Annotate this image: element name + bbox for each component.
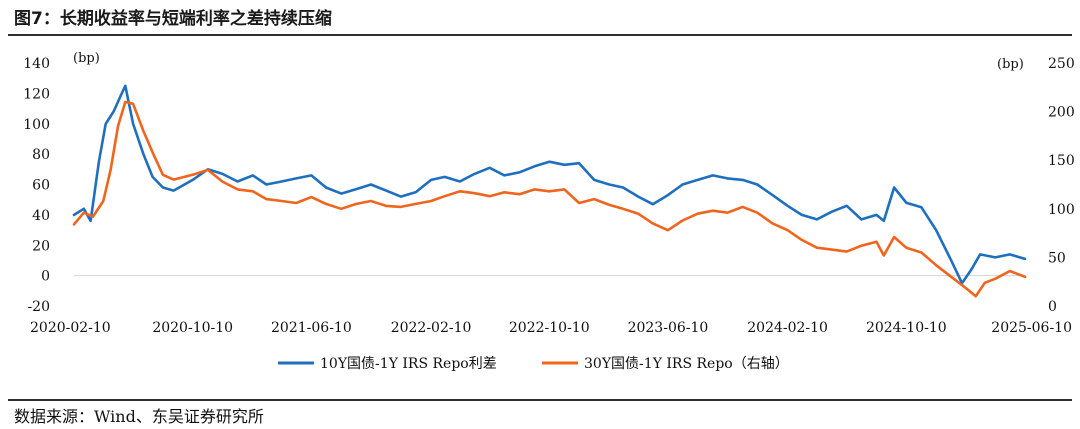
x-tick-label: 2020-10-10 [152,320,233,336]
y-left-unit: (bp) [73,51,100,66]
y-left-tick-label: 100 [23,117,50,133]
legend: 10Y国债-1Y IRS Repo利差 30Y国债-1Y IRS Repo（右轴） [278,356,789,372]
y-left-tick-label: 140 [23,56,50,72]
legend-label-1: 10Y国债-1Y IRS Repo利差 [320,356,497,372]
y-left-tick-label: 80 [32,147,50,163]
series-line-1 [72,84,1027,285]
y-right-tick-label: 250 [1048,56,1075,72]
bottom-rule [8,399,1072,401]
legend-label-2: 30Y国债-1Y IRS Repo（右轴） [584,356,789,372]
x-tick-label: 2025-06-10 [991,320,1072,336]
x-tick-label: 2024-02-10 [747,320,828,336]
y-left-tick-label: 0 [41,269,50,285]
series-lines [72,84,1027,298]
y-left-tick-label: 20 [32,238,50,254]
x-tick-label: 2022-02-10 [391,320,472,336]
y-right-unit: (bp) [997,57,1024,72]
y-left-tick-label: 60 [32,178,50,194]
y-right-tick-label: 100 [1048,202,1075,218]
top-rule [8,34,1072,36]
y-left-tick-label: 120 [23,86,50,102]
x-tick-label: 2021-06-10 [271,320,352,336]
y-left-tick-label: -20 [27,299,50,315]
series-line-2 [72,100,1027,298]
x-tick-label: 2024-10-10 [866,320,947,336]
y-right-tick-label: 0 [1048,299,1057,315]
y-right-tick-label: 50 [1048,250,1066,266]
source-note: 数据来源：Wind、东吴证券研究所 [14,407,264,426]
x-tick-label: 2020-02-10 [30,320,111,336]
x-tick-label: 2022-10-10 [509,320,590,336]
chart: -20 0 20 40 60 80 100 120 140 0 50 100 150 200 250 (bp)… [23,51,1074,372]
figure-title: 图7：长期收益率与短端利率之差持续压缩 [14,9,332,29]
x-tick-label: 2023-06-10 [628,320,709,336]
axes: -20 0 20 40 60 80 100 120 140 0 50 100 150 200 250 (bp)… [23,51,1074,336]
y-left-tick-label: 40 [32,208,50,224]
y-right-tick-label: 200 [1048,105,1075,121]
y-right-tick-label: 150 [1048,153,1075,169]
